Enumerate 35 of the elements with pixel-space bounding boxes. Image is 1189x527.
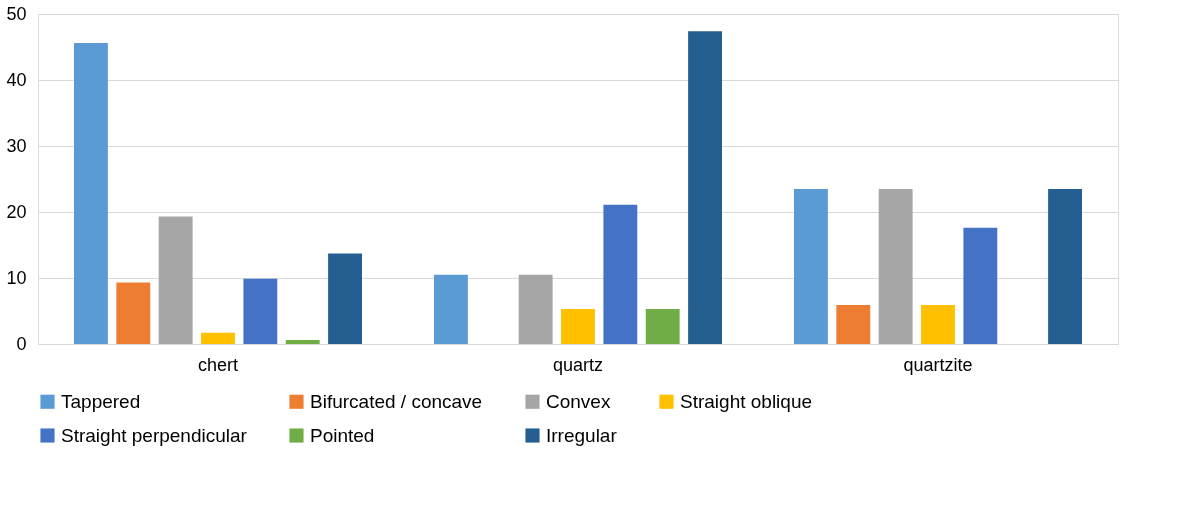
y-tick-label: 30 — [6, 135, 27, 156]
bar — [201, 332, 235, 344]
x-tick-label: chert — [197, 354, 239, 375]
bar — [645, 309, 680, 344]
y-tick-label: 50 — [6, 3, 27, 24]
y-tick-label: 0 — [16, 333, 27, 354]
legend-label: Straight oblique — [680, 390, 813, 412]
bar — [116, 282, 151, 344]
legend-label: Straight perpendicular — [61, 424, 248, 446]
bar — [434, 274, 468, 344]
bar — [328, 253, 362, 344]
bar — [243, 278, 278, 344]
bar — [285, 340, 320, 344]
bar — [836, 305, 871, 344]
bar — [921, 305, 955, 344]
legend-label: Convex — [546, 390, 611, 412]
x-tick-label: quartzite — [903, 354, 973, 375]
legend-label: Pointed — [310, 424, 375, 446]
bar — [74, 43, 108, 344]
bar — [878, 188, 913, 344]
x-tick-label: quartz — [552, 354, 604, 375]
y-tick-label: 10 — [6, 267, 27, 288]
legend-label: Irregular — [546, 424, 618, 446]
bar — [158, 216, 193, 344]
bar — [963, 227, 998, 344]
bar — [518, 274, 553, 344]
y-tick-label: 40 — [6, 69, 27, 90]
bar — [561, 309, 595, 344]
legend-label: Tappered — [61, 390, 141, 412]
bar — [603, 204, 638, 344]
bar — [688, 31, 722, 344]
y-tick-label: 20 — [6, 201, 27, 222]
legend-label: Bifurcated / concave — [310, 390, 483, 412]
bar — [794, 188, 828, 344]
bar — [1048, 188, 1082, 344]
